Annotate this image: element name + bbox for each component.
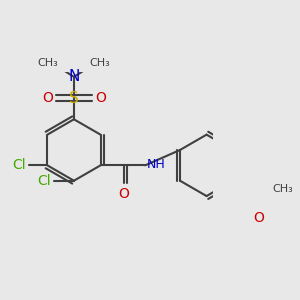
Text: CH₃: CH₃ bbox=[272, 184, 293, 194]
Text: CH₃: CH₃ bbox=[38, 58, 58, 68]
Text: Cl: Cl bbox=[38, 174, 51, 188]
Text: O: O bbox=[95, 91, 106, 105]
Text: O: O bbox=[253, 211, 264, 225]
Text: NH: NH bbox=[146, 158, 165, 171]
Text: CH₃: CH₃ bbox=[90, 58, 110, 68]
Text: Cl: Cl bbox=[13, 158, 26, 172]
Text: N: N bbox=[68, 69, 80, 84]
Text: O: O bbox=[42, 91, 53, 105]
Text: O: O bbox=[118, 187, 129, 201]
Text: S: S bbox=[69, 91, 79, 106]
